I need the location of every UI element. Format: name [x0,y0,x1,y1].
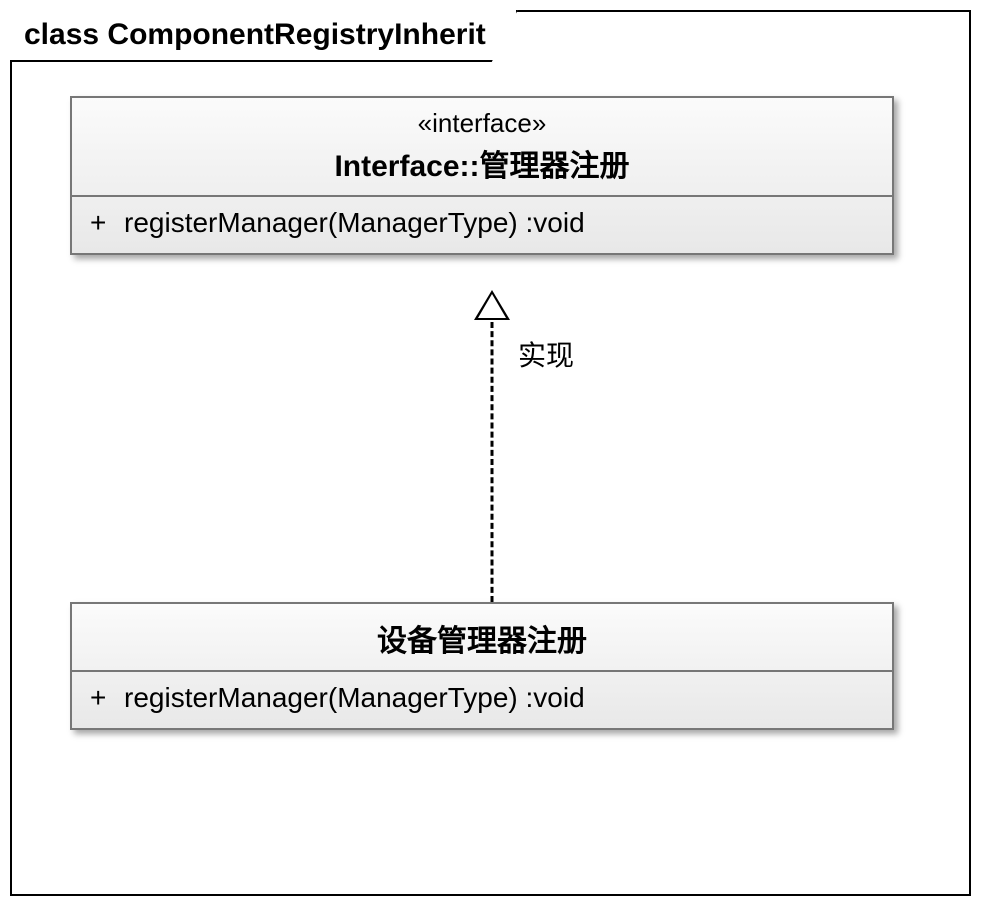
interface-name: Interface::管理器注册 [86,141,878,185]
interface-method-visibility: + [90,207,124,239]
interface-methods: + registerManager(ManagerType) :void [72,197,892,253]
interface-header: «interface» Interface::管理器注册 [72,98,892,197]
impl-method-visibility: + [90,682,124,714]
edge-label: 实现 [518,334,574,374]
impl-method-row: + registerManager(ManagerType) :void [90,682,874,714]
impl-name: 设备管理器注册 [86,616,878,660]
impl-methods: + registerManager(ManagerType) :void [72,672,892,728]
frame-title-box: class ComponentRegistryInherit [10,10,518,62]
impl-method-signature: registerManager(ManagerType) :void [124,682,585,714]
interface-method-row: + registerManager(ManagerType) :void [90,207,874,239]
diagram-frame: class ComponentRegistryInherit «interfac… [10,10,971,896]
impl-header: 设备管理器注册 [72,604,892,672]
realization-arrowhead-icon [474,290,510,320]
implementation-class-box: 设备管理器注册 + registerManager(ManagerType) :… [70,602,894,730]
interface-class-box: «interface» Interface::管理器注册 + registerM… [70,96,894,255]
realization-dashed-line [491,322,494,602]
interface-stereotype: «interface» [86,108,878,139]
frame-title: class ComponentRegistryInherit [24,18,486,52]
interface-method-signature: registerManager(ManagerType) :void [124,207,585,239]
